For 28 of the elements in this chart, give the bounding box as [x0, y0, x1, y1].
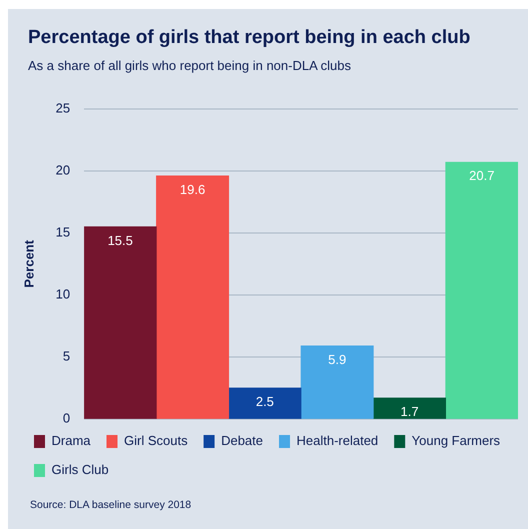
y-tick-label: 10: [56, 286, 70, 302]
legend-label: Health-related: [296, 433, 378, 448]
bar: [156, 175, 230, 419]
chart-subtitle: As a share of all girls who report being in non-DLA clubs: [28, 58, 352, 73]
data-label: 19.6: [180, 182, 206, 197]
data-label: 5.9: [328, 352, 346, 367]
y-tick-label: 15: [56, 224, 70, 240]
legend-label: Debate: [221, 433, 263, 448]
data-label: 1.7: [400, 404, 419, 419]
legend-label: Girls Club: [52, 462, 109, 478]
data-label: 15.5: [108, 232, 133, 248]
legend-label: Drama: [52, 433, 92, 448]
data-label: 2.5: [256, 394, 274, 410]
source-note: Source: DLA baseline survey 2018: [30, 499, 192, 511]
y-tick-label: 0: [62, 410, 70, 426]
legend-label: Young Farmers: [412, 433, 501, 448]
y-axis-title: Percent: [21, 239, 36, 288]
bar: [228, 388, 302, 419]
y-tick-label: 5: [62, 348, 70, 364]
bar: [300, 345, 374, 419]
y-tick-label: 25: [56, 100, 70, 116]
legend-label: Girl Scouts: [124, 433, 188, 448]
bar: [84, 226, 157, 419]
bar: [445, 162, 518, 419]
bar: [373, 398, 446, 419]
chart-title: Percentage of girls that report being in each club: [28, 27, 470, 49]
y-tick-label: 20: [56, 162, 70, 178]
data-label: 20.7: [469, 168, 494, 184]
